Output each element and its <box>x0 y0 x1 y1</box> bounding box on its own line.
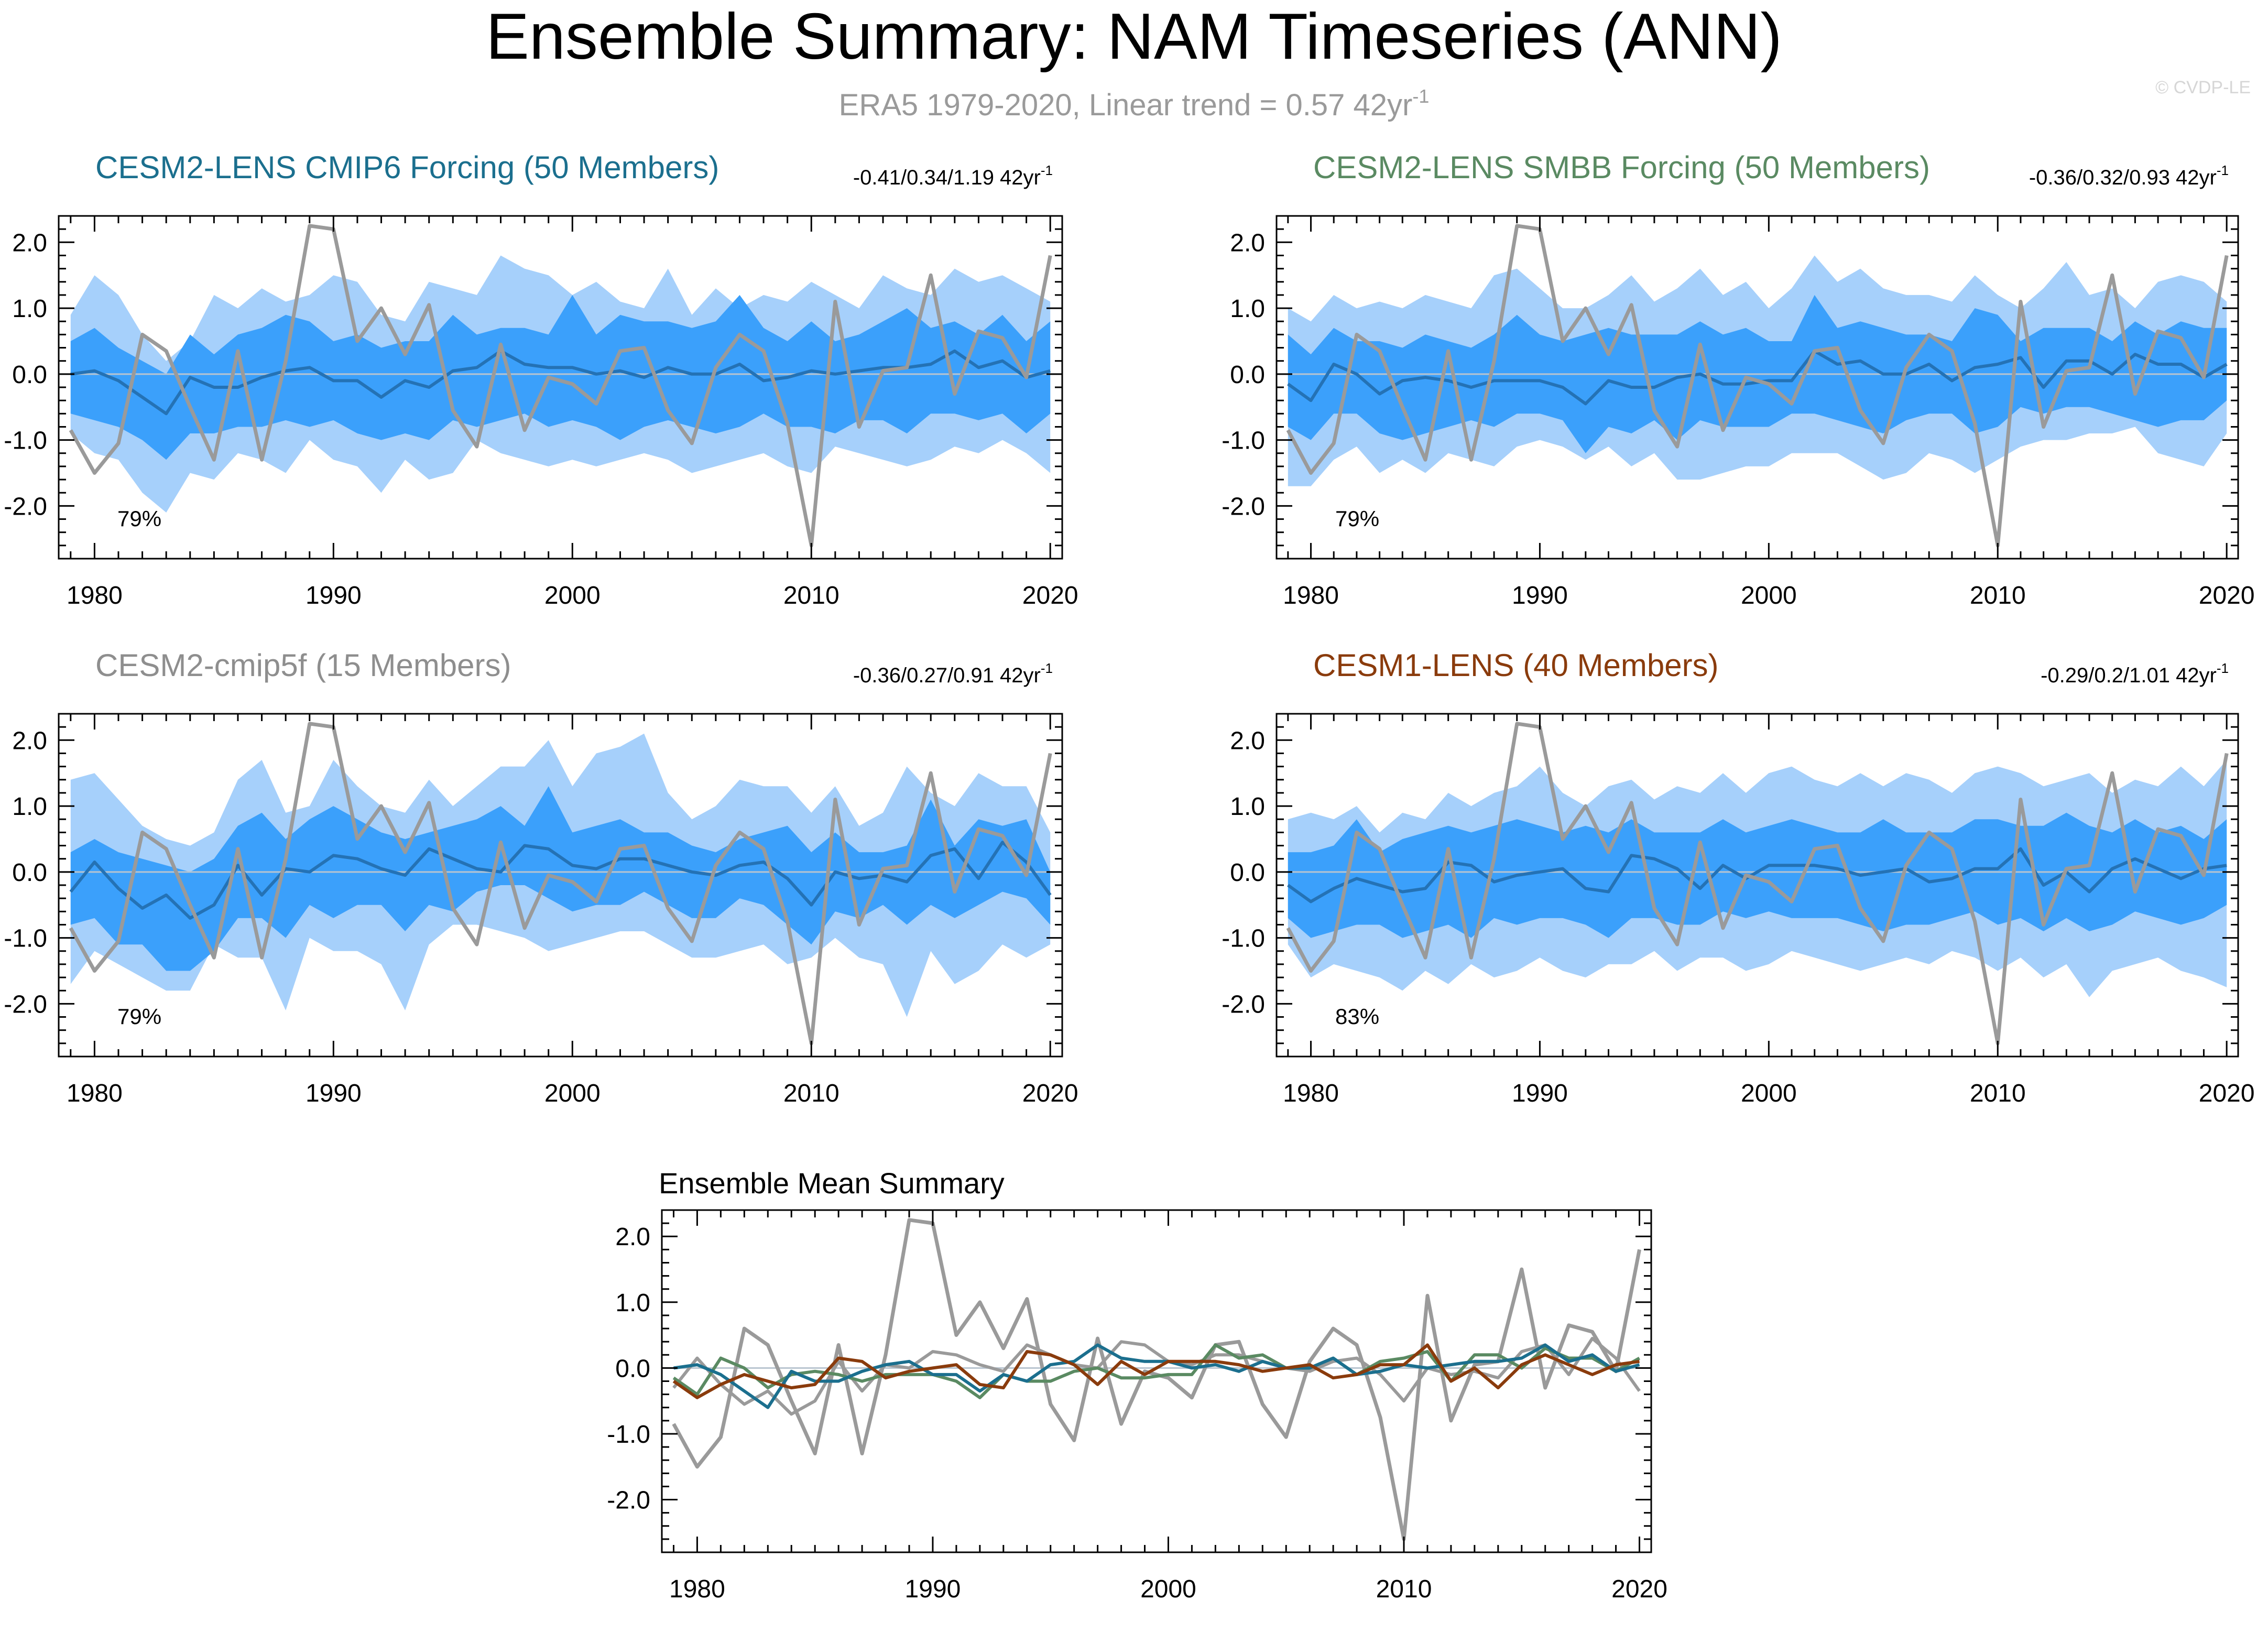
y-tick-label: 0.0 <box>12 361 47 389</box>
panel-1: 1980 1990 2000 2010 2020 2.0 1.0 0.0 -1.0 -2.0 CES… <box>4 150 1078 609</box>
x-tick-label: 2020 <box>1022 582 1078 609</box>
x-tick-label: 1990 <box>306 1080 362 1107</box>
y-tick-label: 1.0 <box>12 793 47 821</box>
observed-line <box>69 224 1052 548</box>
inner-band <box>1288 812 2227 938</box>
x-tick-label: 2000 <box>544 582 601 609</box>
x-tick-label: 1980 <box>669 1575 725 1603</box>
figure-subtitle-text: ERA5 1979-2020, Linear trend = 0.57 42yr <box>839 88 1413 122</box>
panel-title: CESM2-LENS SMBB Forcing (50 Members) <box>1313 150 1930 185</box>
x-tick-label: 2010 <box>783 1080 839 1107</box>
trend-value: -0.41/0.34/1.19 42yr <box>853 166 1041 189</box>
observed-line <box>69 722 1052 1046</box>
y-tick-label: 1.0 <box>1230 793 1265 821</box>
y-tick-label: -1.0 <box>607 1421 650 1449</box>
observed-line <box>1286 722 2229 1046</box>
y-tick-label: -1.0 <box>1222 925 1265 953</box>
x-tick-label: 2000 <box>1741 582 1797 609</box>
y-tick-label: 2.0 <box>1230 727 1265 755</box>
panel-title: CESM2-LENS CMIP6 Forcing (50 Members) <box>95 150 719 185</box>
percent-label: 79% <box>1335 506 1379 531</box>
inner-band <box>70 295 1051 460</box>
x-tick-label: 2000 <box>1140 1575 1196 1603</box>
y-tick-label: 1.0 <box>12 295 47 323</box>
x-tick-label: 2020 <box>1611 1575 1667 1603</box>
trend-text: -0.36/0.27/0.91 42yr-1 <box>853 660 1053 687</box>
y-tick-label: -2.0 <box>4 990 47 1018</box>
y-tick-label: -1.0 <box>4 925 47 953</box>
summary-mean-line-1 <box>673 1343 1640 1409</box>
x-tick-label: 1980 <box>1283 1080 1339 1107</box>
x-tick-label: 2000 <box>1741 1080 1797 1107</box>
x-tick-label: 1990 <box>1512 1080 1568 1107</box>
percent-label: 83% <box>1335 1004 1379 1029</box>
trend-text: -0.36/0.32/0.93 42yr-1 <box>2029 162 2229 189</box>
trend-sup: -1 <box>1041 660 1053 676</box>
y-tick-label: 0.0 <box>615 1355 650 1382</box>
y-tick-label: -2.0 <box>4 493 47 520</box>
y-tick-label: 2.0 <box>12 727 47 755</box>
y-tick-label: 1.0 <box>615 1289 650 1317</box>
y-tick-label: 1.0 <box>1230 295 1265 323</box>
x-tick-label: 2020 <box>2199 582 2255 609</box>
y-tick-label: 0.0 <box>1230 859 1265 887</box>
figure-subtitle-sup: -1 <box>1412 85 1429 107</box>
panel-title: CESM1-LENS (40 Members) <box>1313 648 1719 683</box>
panel-4: 1980 1990 2000 2010 2020 2.0 1.0 0.0 -1.0 -2.0 CES… <box>1222 648 2254 1107</box>
x-tick-label: 1980 <box>67 582 123 609</box>
x-tick-label: 1990 <box>905 1575 961 1603</box>
watermark: © CVDP-LE <box>2155 78 2251 97</box>
x-tick-label: 1990 <box>1512 582 1568 609</box>
percent-label: 79% <box>117 506 161 531</box>
trend-value: -0.36/0.27/0.91 42yr <box>853 664 1041 687</box>
y-tick-label: -1.0 <box>1222 427 1265 455</box>
panel-3: 1980 1990 2000 2010 2020 2.0 1.0 0.0 -1.0 -2.0 CES… <box>4 648 1078 1107</box>
summary-mean-line-4 <box>672 1343 1640 1399</box>
y-tick-label: -2.0 <box>607 1487 650 1515</box>
x-tick-label: 1980 <box>1283 582 1339 609</box>
trend-text: -0.29/0.2/1.01 42yr-1 <box>2041 660 2229 687</box>
panels-group: 1980 1990 2000 2010 2020 2.0 1.0 0.0 -1.0 -2.0 CES… <box>4 150 2254 1603</box>
panel-title: CESM2-cmip5f (15 Members) <box>95 648 511 683</box>
x-tick-label: 2000 <box>544 1080 601 1107</box>
trend-sup: -1 <box>1041 162 1053 178</box>
summary-mean-line-2 <box>672 1343 1640 1399</box>
x-tick-label: 1980 <box>67 1080 123 1107</box>
y-tick-label: 2.0 <box>1230 229 1265 257</box>
x-tick-label: 1990 <box>306 582 362 609</box>
panel-title: Ensemble Mean Summary <box>659 1167 1005 1200</box>
observed-line <box>1286 224 2229 548</box>
ensemble-mean-line <box>70 349 1051 416</box>
x-tick-label: 2010 <box>1970 582 2026 609</box>
y-tick-label: 0.0 <box>12 859 47 887</box>
y-tick-label: -2.0 <box>1222 493 1265 520</box>
percent-label: 79% <box>117 1004 161 1029</box>
y-tick-label: 2.0 <box>615 1223 650 1251</box>
x-tick-label: 2010 <box>1970 1080 2026 1107</box>
y-tick-label: -1.0 <box>4 427 47 455</box>
y-tick-label: 0.0 <box>1230 361 1265 389</box>
panel-5: 1980 1990 2000 2010 2020 2.0 1.0 0.0 -1.0 -2.0 Ens… <box>607 1167 1667 1603</box>
x-tick-label: 2010 <box>783 582 839 609</box>
trend-sup: -1 <box>2217 660 2229 676</box>
figure-subtitle: ERA5 1979-2020, Linear trend = 0.57 42yr… <box>839 85 1430 122</box>
x-tick-label: 2020 <box>2199 1080 2255 1107</box>
figure-title: Ensemble Summary: NAM Timeseries (ANN) <box>486 1 1782 73</box>
y-tick-label: -2.0 <box>1222 990 1265 1018</box>
trend-text: -0.41/0.34/1.19 42yr-1 <box>853 162 1053 189</box>
trend-value: -0.36/0.32/0.93 42yr <box>2029 166 2217 189</box>
trend-sup: -1 <box>2217 162 2229 178</box>
x-tick-label: 2010 <box>1376 1575 1432 1603</box>
x-tick-label: 2020 <box>1022 1080 1078 1107</box>
trend-value: -0.29/0.2/1.01 42yr <box>2041 664 2217 687</box>
y-tick-label: 2.0 <box>12 229 47 257</box>
panel-2: 1980 1990 2000 2010 2020 2.0 1.0 0.0 -1.0 -2.0 CES… <box>1222 150 2254 609</box>
